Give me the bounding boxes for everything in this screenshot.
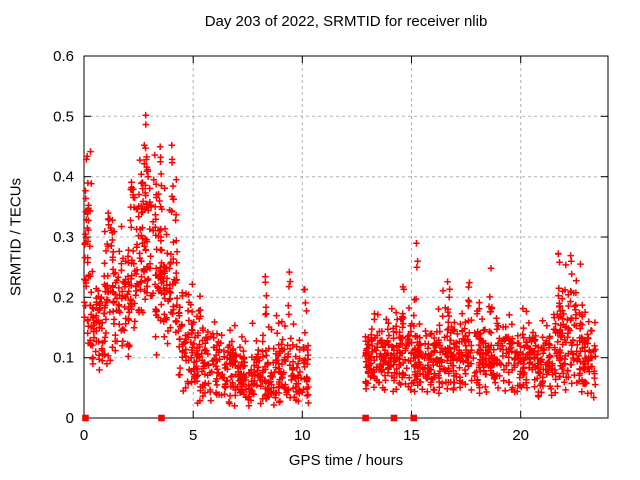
y-tick-label: 0.1: [53, 350, 74, 367]
data-points: [81, 111, 599, 409]
y-tick-label: 0.2: [53, 289, 74, 306]
y-tick-label: 0.5: [53, 108, 74, 125]
baseline-square-marker: [82, 414, 89, 422]
baseline-square-marker: [410, 414, 417, 422]
baseline-square-marker: [158, 414, 165, 422]
baseline-square-marker: [362, 414, 369, 422]
x-tick-label: 10: [294, 427, 311, 444]
y-tick-label: 0.3: [53, 229, 74, 246]
x-tick-label: 0: [80, 427, 88, 444]
baseline-square-marker: [390, 414, 398, 422]
x-tick-label: 20: [512, 427, 529, 444]
x-axis-label: GPS time / hours: [288, 452, 404, 469]
x-tick-label: 5: [189, 427, 197, 444]
x-tick-label: 15: [403, 427, 420, 444]
y-tick-label: 0.4: [53, 169, 74, 186]
y-tick-label: 0.6: [53, 48, 74, 65]
y-tick-label: 0: [66, 410, 74, 427]
chart-title: Day 203 of 2022, SRMTID for receiver nli…: [204, 13, 488, 30]
